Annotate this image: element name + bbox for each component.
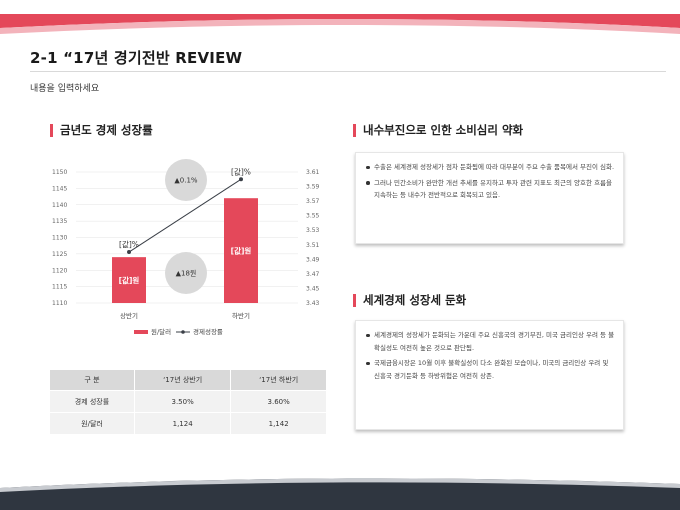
consumption-card: 수출은 세계경제 성장세가 점차 둔화됨에 따라 대부분이 주요 수출 품목에서… (355, 152, 624, 244)
y-right-tick-label: 3.47 (306, 271, 320, 278)
page-subtitle: 내용을 입력하세요 (30, 84, 100, 94)
section-heading-text: 내수부진으로 인한 소비심리 약화 (363, 123, 524, 137)
table-cell: 1,124 (133, 412, 231, 434)
bar-value-label: [값]원 (119, 275, 140, 285)
legend-line-marker (181, 330, 185, 334)
list-item: 세계경제의 성장세가 둔화되는 가운데 주요 신흥국의 경기부진, 미국 금리인… (364, 329, 615, 354)
section-heading-growth: 금년도 경제 성장률 (50, 123, 153, 137)
increase-bubble-bottom (165, 252, 207, 294)
heading-accent-bar (50, 123, 53, 137)
list-item: 그러나 민간소비가 완만한 개선 추세를 유지하고 투자 관련 지표도 최근의 … (364, 177, 615, 202)
legend-line-label: 경제성장률 (193, 327, 223, 336)
y-right-tick-label: 3.57 (306, 198, 320, 205)
legend-bar-label: 원/달러 (151, 327, 171, 336)
y-right-tick-label: 3.45 (306, 285, 320, 292)
y-left-tick-label: 1130 (52, 235, 67, 242)
y-right-tick-label: 3.51 (306, 242, 320, 249)
increase-bubble-top (165, 159, 207, 201)
bar-value-label: [값]원 (231, 246, 252, 256)
bullet-icon (366, 181, 370, 185)
section-heading-text: 세계경제 성장세 둔화 (363, 293, 467, 307)
growth-table: 구 분 ‘17년 상반기 ‘17년 하반기 경제 성장률 3.50% 3.60%… (50, 370, 326, 434)
line-value-label: [값]% (119, 240, 139, 249)
growth-rate-point (127, 250, 131, 255)
bullet-icon (366, 361, 370, 365)
title-divider (30, 71, 666, 72)
legend-bar-swatch (134, 330, 148, 334)
list-item-text: 국제금융시장은 10월 이후 불확실성이 다소 완화된 모습이나, 미국의 금리… (374, 359, 609, 380)
y-right-tick-label: 3.59 (306, 184, 320, 191)
list-item-text: 그러나 민간소비가 완만한 개선 추세를 유지하고 투자 관련 지표도 최근의 … (374, 178, 613, 200)
x-tick-label: 상반기 (120, 311, 138, 320)
y-right-tick-label: 3.53 (306, 227, 320, 234)
table-cell: 경제 성장률 (50, 390, 135, 413)
y-left-tick-label: 1120 (52, 267, 67, 274)
heading-accent-bar (353, 123, 356, 137)
table-cell: 원/달러 (50, 412, 135, 434)
bar-won-dollar (112, 257, 146, 303)
list-item-text: 수출은 세계경제 성장세가 점차 둔화됨에 따라 대부분이 주요 수출 품목에서… (374, 163, 615, 171)
table-row: 원/달러 1,124 1,142 (50, 412, 326, 434)
y-left-tick-label: 1140 (52, 202, 67, 209)
bar-won-dollar (224, 198, 258, 303)
table-cell: 3.50% (133, 390, 231, 413)
bullet-icon (366, 333, 370, 337)
section-heading-consumption: 내수부진으로 인한 소비심리 약화 (353, 123, 523, 137)
y-left-tick-label: 1125 (52, 251, 67, 258)
y-right-tick-label: 3.49 (306, 256, 320, 263)
list-item: 수출은 세계경제 성장세가 점차 둔화됨에 따라 대부분이 주요 수출 품목에서… (364, 161, 615, 174)
bullet-icon (366, 165, 370, 169)
growth-rate-line (128, 178, 242, 253)
growth-rate-point (239, 177, 243, 182)
y-right-tick-label: 3.55 (306, 213, 320, 220)
x-tick-label: 하반기 (232, 311, 250, 320)
y-left-tick-label: 1135 (52, 218, 67, 225)
bubble-bottom-label: ▲18원 (176, 269, 197, 278)
table-header-cell: ‘17년 상반기 (133, 370, 231, 391)
top-decorative-band (0, 0, 680, 34)
table-cell: 3.60% (230, 390, 326, 413)
line-value-label: [값]% (231, 167, 251, 176)
y-left-tick-label: 1115 (52, 284, 67, 291)
growth-chart: 1150 1145 1140 1135 1130 1125 1120 1115 1110 3.61… (48, 159, 328, 345)
table-header-row: 구 분 ‘17년 상반기 ‘17년 하반기 (50, 370, 326, 391)
page-title: 2-1 “17년 경기전반 REVIEW (30, 49, 243, 67)
y-right-tick-label: 3.43 (306, 300, 320, 307)
heading-accent-bar (353, 293, 356, 307)
y-left-tick-label: 1150 (52, 169, 67, 176)
y-left-tick-label: 1145 (52, 185, 67, 192)
bottom-decorative-band (0, 478, 680, 510)
y-right-tick-label: 3.61 (306, 169, 320, 176)
table-header-cell: 구 분 (50, 370, 135, 391)
section-heading-global: 세계경제 성장세 둔화 (353, 293, 466, 307)
bubble-top-label: ▲0.1% (174, 177, 198, 185)
global-economy-card: 세계경제의 성장세가 둔화되는 가운데 주요 신흥국의 경기부진, 미국 금리인… (355, 320, 624, 430)
growth-chart-svg: 1150 1145 1140 1135 1130 1125 1120 1115 1110 3.61… (52, 159, 320, 336)
y-left-tick-label: 1110 (52, 300, 67, 307)
table-row: 경제 성장률 3.50% 3.60% (50, 390, 326, 413)
table-header-cell: ‘17년 하반기 (230, 370, 326, 391)
list-item: 국제금융시장은 10월 이후 불확실성이 다소 완화된 모습이나, 미국의 금리… (364, 357, 615, 382)
section-heading-text: 금년도 경제 성장률 (60, 123, 153, 137)
table-cell: 1,142 (230, 412, 326, 434)
list-item-text: 세계경제의 성장세가 둔화되는 가운데 주요 신흥국의 경기부진, 미국 금리인… (374, 331, 615, 352)
